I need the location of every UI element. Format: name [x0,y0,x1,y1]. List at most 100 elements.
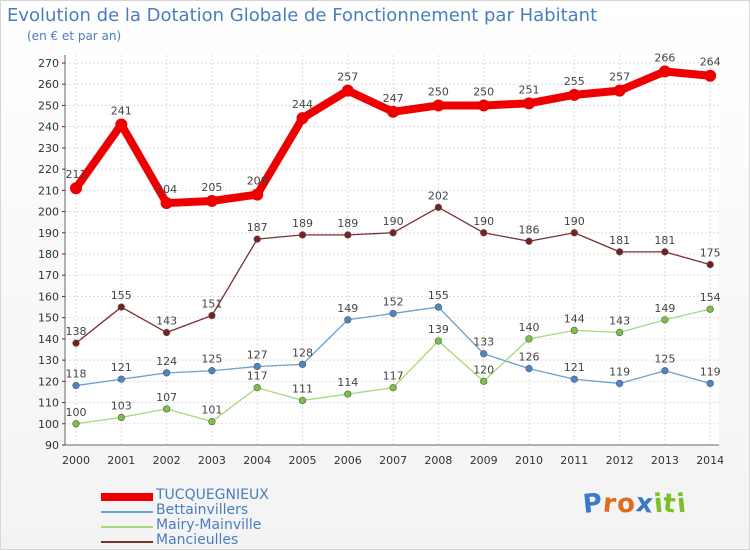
x-tick-label: 2003 [198,454,226,467]
data-point [341,84,354,97]
data-label: 120 [473,363,494,376]
data-label: 181 [654,234,675,247]
data-label: 175 [700,247,721,260]
y-tick-label: 110 [38,397,59,410]
data-point [208,418,216,426]
legend-label: Bettainvillers [156,502,249,518]
data-label: 205 [201,181,222,194]
data-label: 103 [111,399,132,412]
data-point [570,326,578,335]
legend-label: Mairy-Mainville [156,517,262,533]
data-point [615,248,624,256]
data-point [253,384,261,392]
y-tick-label: 160 [38,290,59,303]
data-point [568,88,581,101]
data-label: 119 [609,365,630,378]
data-label: 189 [337,217,358,230]
y-tick-label: 220 [38,163,59,176]
data-point [434,337,443,345]
data-point [72,381,80,390]
data-label: 208 [247,175,268,188]
data-point [298,360,307,368]
data-label: 118 [66,368,87,381]
x-tick-label: 2008 [424,454,452,467]
data-label: 143 [156,315,177,328]
data-label: 255 [564,75,585,88]
data-label: 190 [564,215,585,228]
data-point [661,316,669,324]
data-label: 266 [654,51,675,64]
y-tick-label: 230 [38,142,59,155]
proxiti-logo: Proxiti [581,488,688,520]
data-point [480,377,488,385]
data-label: 190 [473,215,494,228]
data-label: 247 [383,92,404,105]
data-point [298,396,307,405]
data-point [615,328,624,337]
data-point [163,369,171,377]
data-point [72,420,80,428]
data-label: 133 [473,336,494,349]
data-point [344,390,352,398]
x-tick-label: 2010 [515,454,543,467]
data-point [523,97,535,110]
y-tick-label: 210 [38,184,59,197]
x-tick-label: 2006 [334,454,362,467]
data-point [570,375,578,383]
data-point [434,303,443,311]
x-tick-label: 2001 [107,454,135,467]
data-label: 244 [292,98,313,111]
y-tick-label: 100 [38,418,59,431]
data-point [480,350,488,358]
data-point [160,197,173,210]
data-point [387,105,400,118]
data-point [208,367,216,375]
x-tick-label: 2005 [289,454,317,467]
chart-subtitle: (en € et par an) [27,29,122,43]
data-label: 149 [337,302,358,315]
data-label: 186 [519,223,540,236]
data-point [296,112,309,125]
data-label: 152 [383,295,404,308]
legend-swatch [101,493,153,501]
y-tick-label: 190 [38,227,59,240]
data-label: 124 [156,355,177,368]
data-point [525,365,533,373]
x-tick-label: 2012 [606,454,634,467]
data-label: 117 [383,370,404,383]
data-point [525,335,533,343]
data-label: 107 [156,391,177,404]
y-tick-label: 120 [38,375,59,388]
y-tick-label: 180 [38,248,59,261]
data-point [72,339,80,347]
x-tick-label: 2013 [651,454,679,467]
data-point [706,261,714,269]
data-point [434,203,443,211]
legend-label: Mancieulles [156,532,239,548]
data-label: 204 [156,183,177,196]
y-tick-label: 240 [38,121,59,134]
data-label: 241 [111,105,132,118]
x-tick-label: 2004 [243,454,271,467]
data-point [253,362,261,371]
y-tick-label: 170 [38,269,59,282]
data-point [613,84,626,97]
data-point [615,379,624,388]
data-label: 144 [564,312,585,325]
x-tick-label: 2002 [153,454,181,467]
data-point [251,188,264,201]
data-label: 126 [519,351,540,364]
y-tick-label: 150 [38,312,59,325]
data-point [117,303,125,311]
data-label: 125 [654,353,675,366]
data-label: 140 [519,321,540,334]
y-tick-label: 200 [38,206,59,219]
data-point [344,231,352,239]
data-point [115,118,128,131]
data-point [432,99,445,112]
data-point [658,65,671,78]
data-label: 155 [111,289,132,302]
data-point [525,237,533,245]
data-label: 250 [428,85,449,98]
